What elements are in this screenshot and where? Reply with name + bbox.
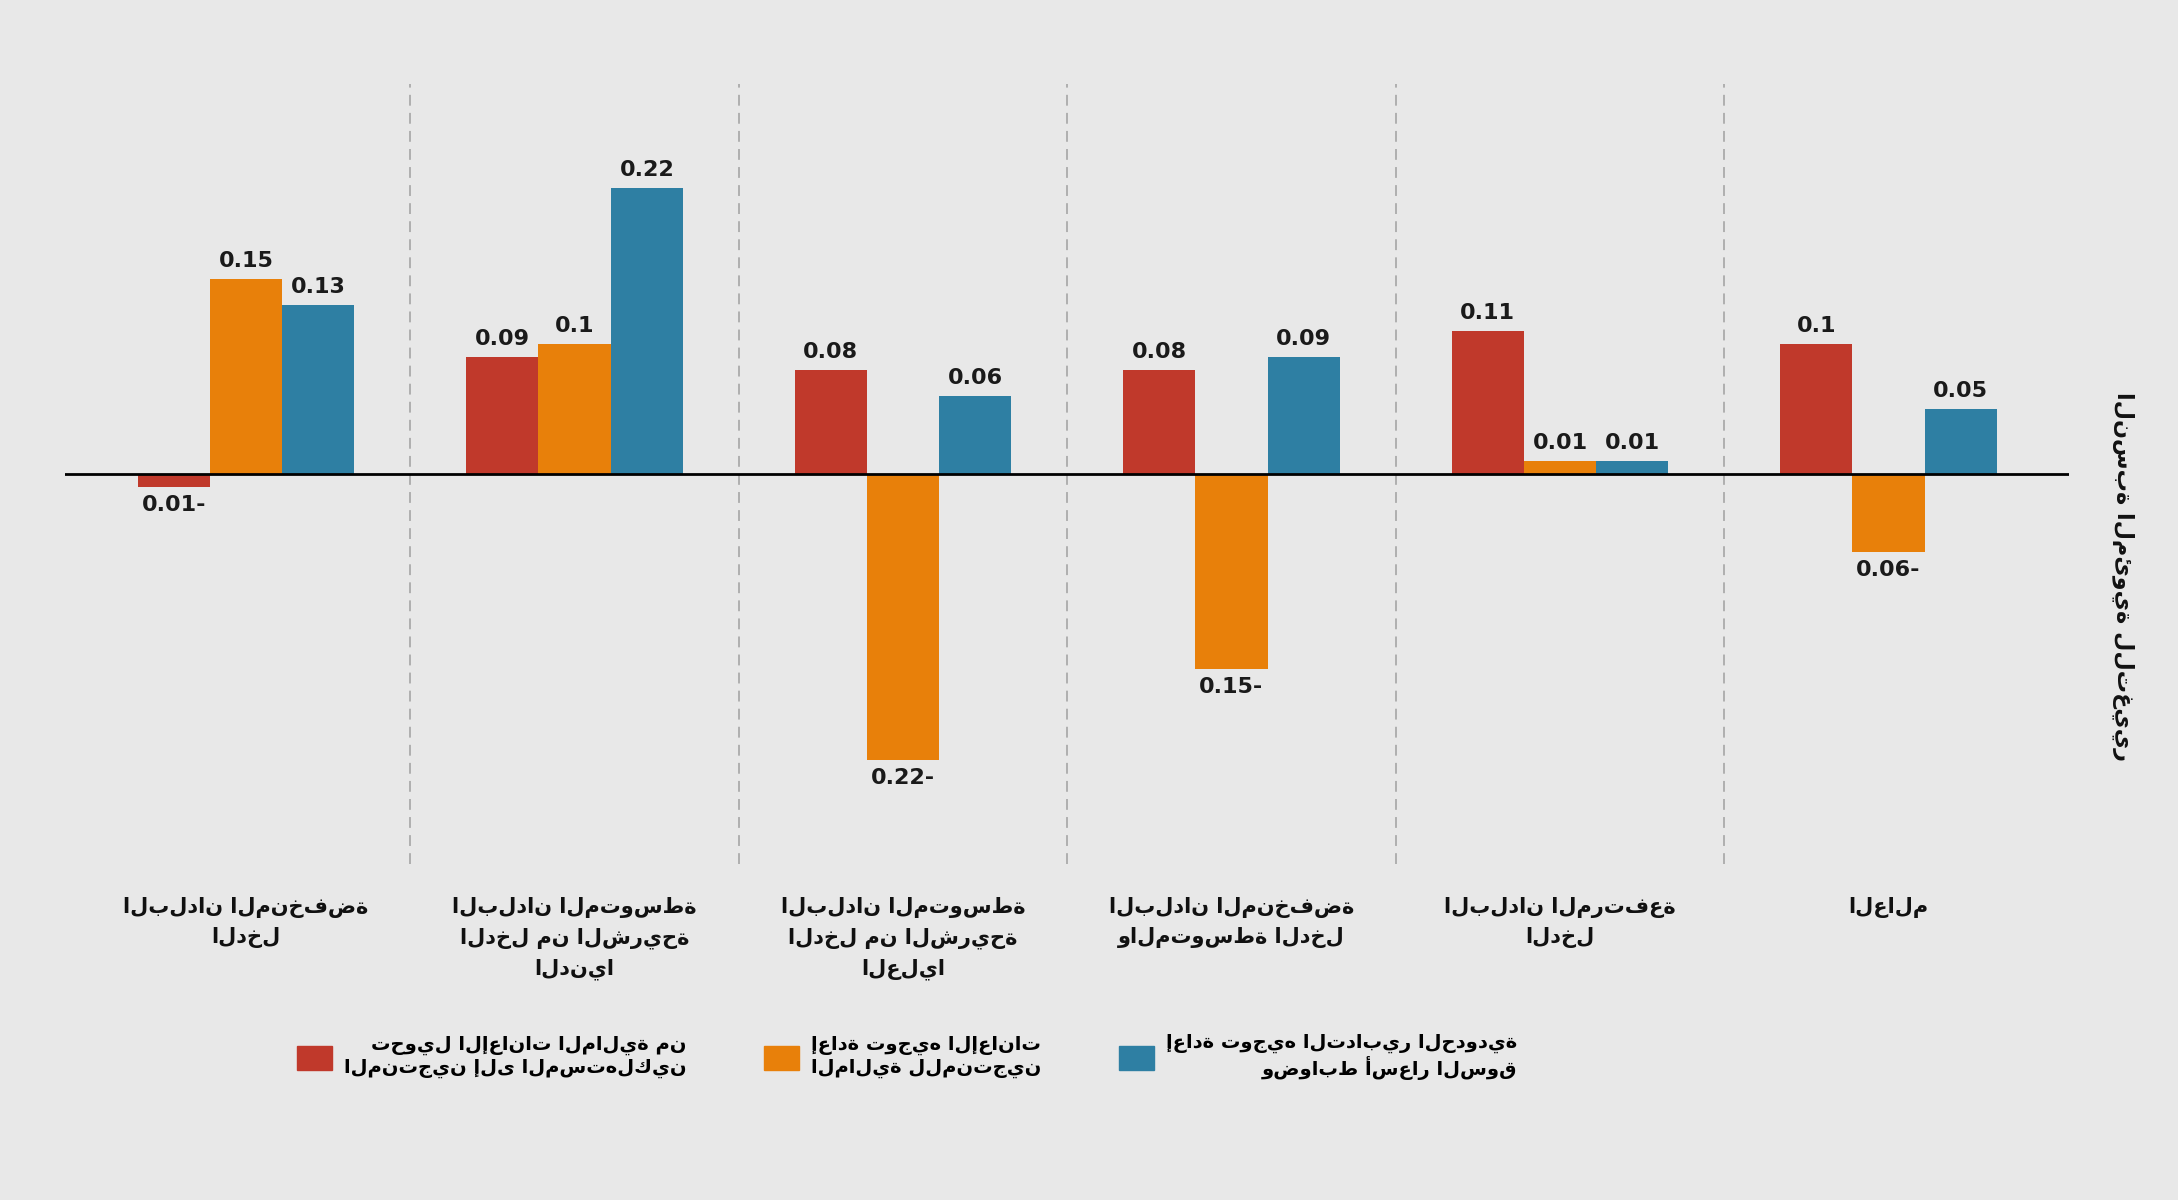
Text: 0.22: 0.22 [619, 160, 675, 180]
Text: 0.08: 0.08 [1133, 342, 1187, 362]
Bar [1451, 331, 1525, 474]
Text: 0.22-: 0.22- [871, 768, 934, 787]
Text: 0.1: 0.1 [555, 316, 595, 336]
Bar [1851, 474, 1925, 552]
Text: 0.01: 0.01 [1533, 433, 1588, 454]
Text: 0.11: 0.11 [1459, 304, 1516, 323]
Text: 0.05: 0.05 [1934, 382, 1989, 401]
Bar [137, 474, 209, 487]
Text: 0.1: 0.1 [1797, 316, 1836, 336]
Bar [1268, 358, 1339, 474]
Text: 0.15-: 0.15- [1200, 677, 1263, 697]
Bar [939, 396, 1011, 474]
Bar [1124, 370, 1196, 474]
Text: 0.09: 0.09 [1276, 329, 1331, 349]
Bar [1925, 409, 1997, 474]
Text: النسبة المئوية للتغيير: النسبة المئوية للتغيير [2113, 391, 2134, 761]
Bar [795, 370, 867, 474]
Text: 0.06-: 0.06- [1856, 559, 1921, 580]
Text: 0.09: 0.09 [475, 329, 529, 349]
Legend: تحويل الإعانات المالية من
المنتجين إلى المستهلكين, إعادة توجيه الإعانات
المالية : تحويل الإعانات المالية من المنتجين إلى ا… [290, 1026, 1525, 1088]
Bar [610, 188, 684, 474]
Bar [283, 305, 355, 474]
Text: 0.08: 0.08 [804, 342, 858, 362]
Bar [867, 474, 939, 760]
Text: 0.01-: 0.01- [142, 494, 207, 515]
Bar [538, 344, 610, 474]
Text: 0.15: 0.15 [218, 251, 274, 271]
Bar [1196, 474, 1268, 670]
Bar [1525, 461, 1596, 474]
Bar [1779, 344, 1851, 474]
Bar [1596, 461, 1668, 474]
Text: 0.06: 0.06 [947, 368, 1002, 389]
Text: 0.13: 0.13 [292, 277, 346, 298]
Bar [209, 278, 283, 474]
Bar [466, 358, 538, 474]
Text: 0.01: 0.01 [1605, 433, 1660, 454]
